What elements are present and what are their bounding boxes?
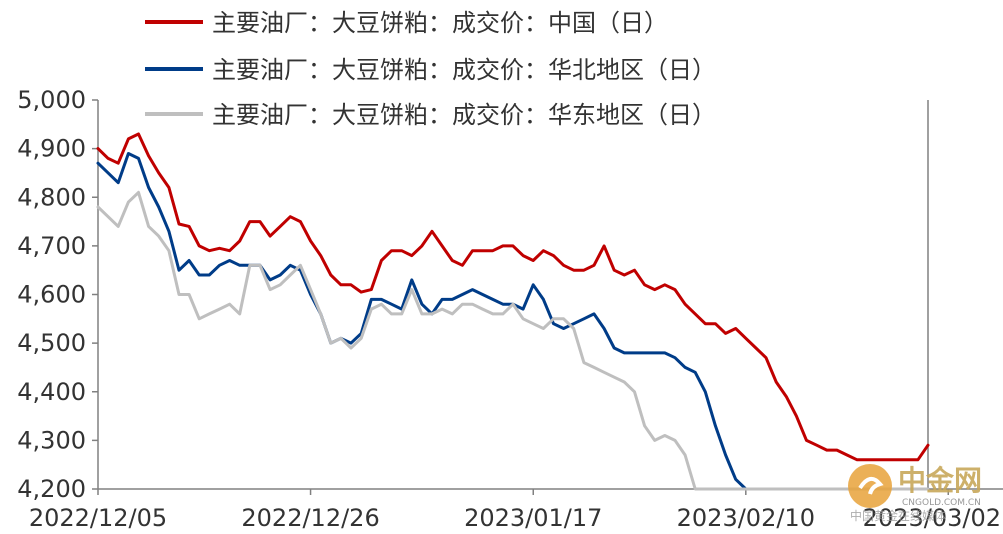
- y-tick-label: 4,900: [17, 135, 86, 163]
- watermark-name: 中金网: [898, 464, 982, 497]
- x-tick-label: 2023/02/10: [677, 504, 815, 532]
- y-tick-label: 4,200: [17, 475, 86, 503]
- x-tick-label: 2022/12/05: [29, 504, 167, 532]
- y-tick-label: 4,400: [17, 378, 86, 406]
- legend: 主要油厂：大豆饼粕：成交价：中国（日） 主要油厂：大豆饼粕：成交价：华北地区（日）…: [145, 9, 716, 129]
- series-line-1: [96, 132, 930, 462]
- watermark-logo-swirl-icon: [858, 476, 884, 495]
- watermark-url: CNGOLD.COM.CN: [902, 498, 981, 508]
- legend-label-2: 主要油厂：大豆饼粕：成交价：华北地区（日）: [212, 56, 716, 84]
- series-line-2: [96, 152, 930, 491]
- y-tick-label: 4,500: [17, 329, 86, 357]
- series-line-3: [96, 190, 930, 491]
- x-tick-label: 2022/12/26: [241, 504, 379, 532]
- watermark-logo-icon: [848, 464, 892, 508]
- y-tick-label: 4,700: [17, 232, 86, 260]
- watermark: 中金网 CNGOLD.COM.CN 中国黄金在线媒体: [848, 464, 982, 523]
- series-group: [96, 132, 930, 491]
- legend-label-1: 主要油厂：大豆饼粕：成交价：中国（日）: [212, 9, 668, 37]
- axes: 5,000 4,900 4,800 4,700 4,600 4,500 4,400 4,300…: [17, 86, 1003, 532]
- y-tick-label: 5,000: [17, 86, 86, 114]
- y-tick-label: 4,300: [17, 426, 86, 454]
- y-tick-label: 4,600: [17, 281, 86, 309]
- legend-label-3: 主要油厂：大豆饼粕：成交价：华东地区（日）: [212, 101, 716, 129]
- x-tick-label: 2023/03/02: [863, 504, 1001, 532]
- x-tick-label: 2023/01/17: [464, 504, 602, 532]
- y-tick-label: 4,800: [17, 183, 86, 211]
- watermark-slogan: 中国黄金在线媒体: [850, 508, 946, 523]
